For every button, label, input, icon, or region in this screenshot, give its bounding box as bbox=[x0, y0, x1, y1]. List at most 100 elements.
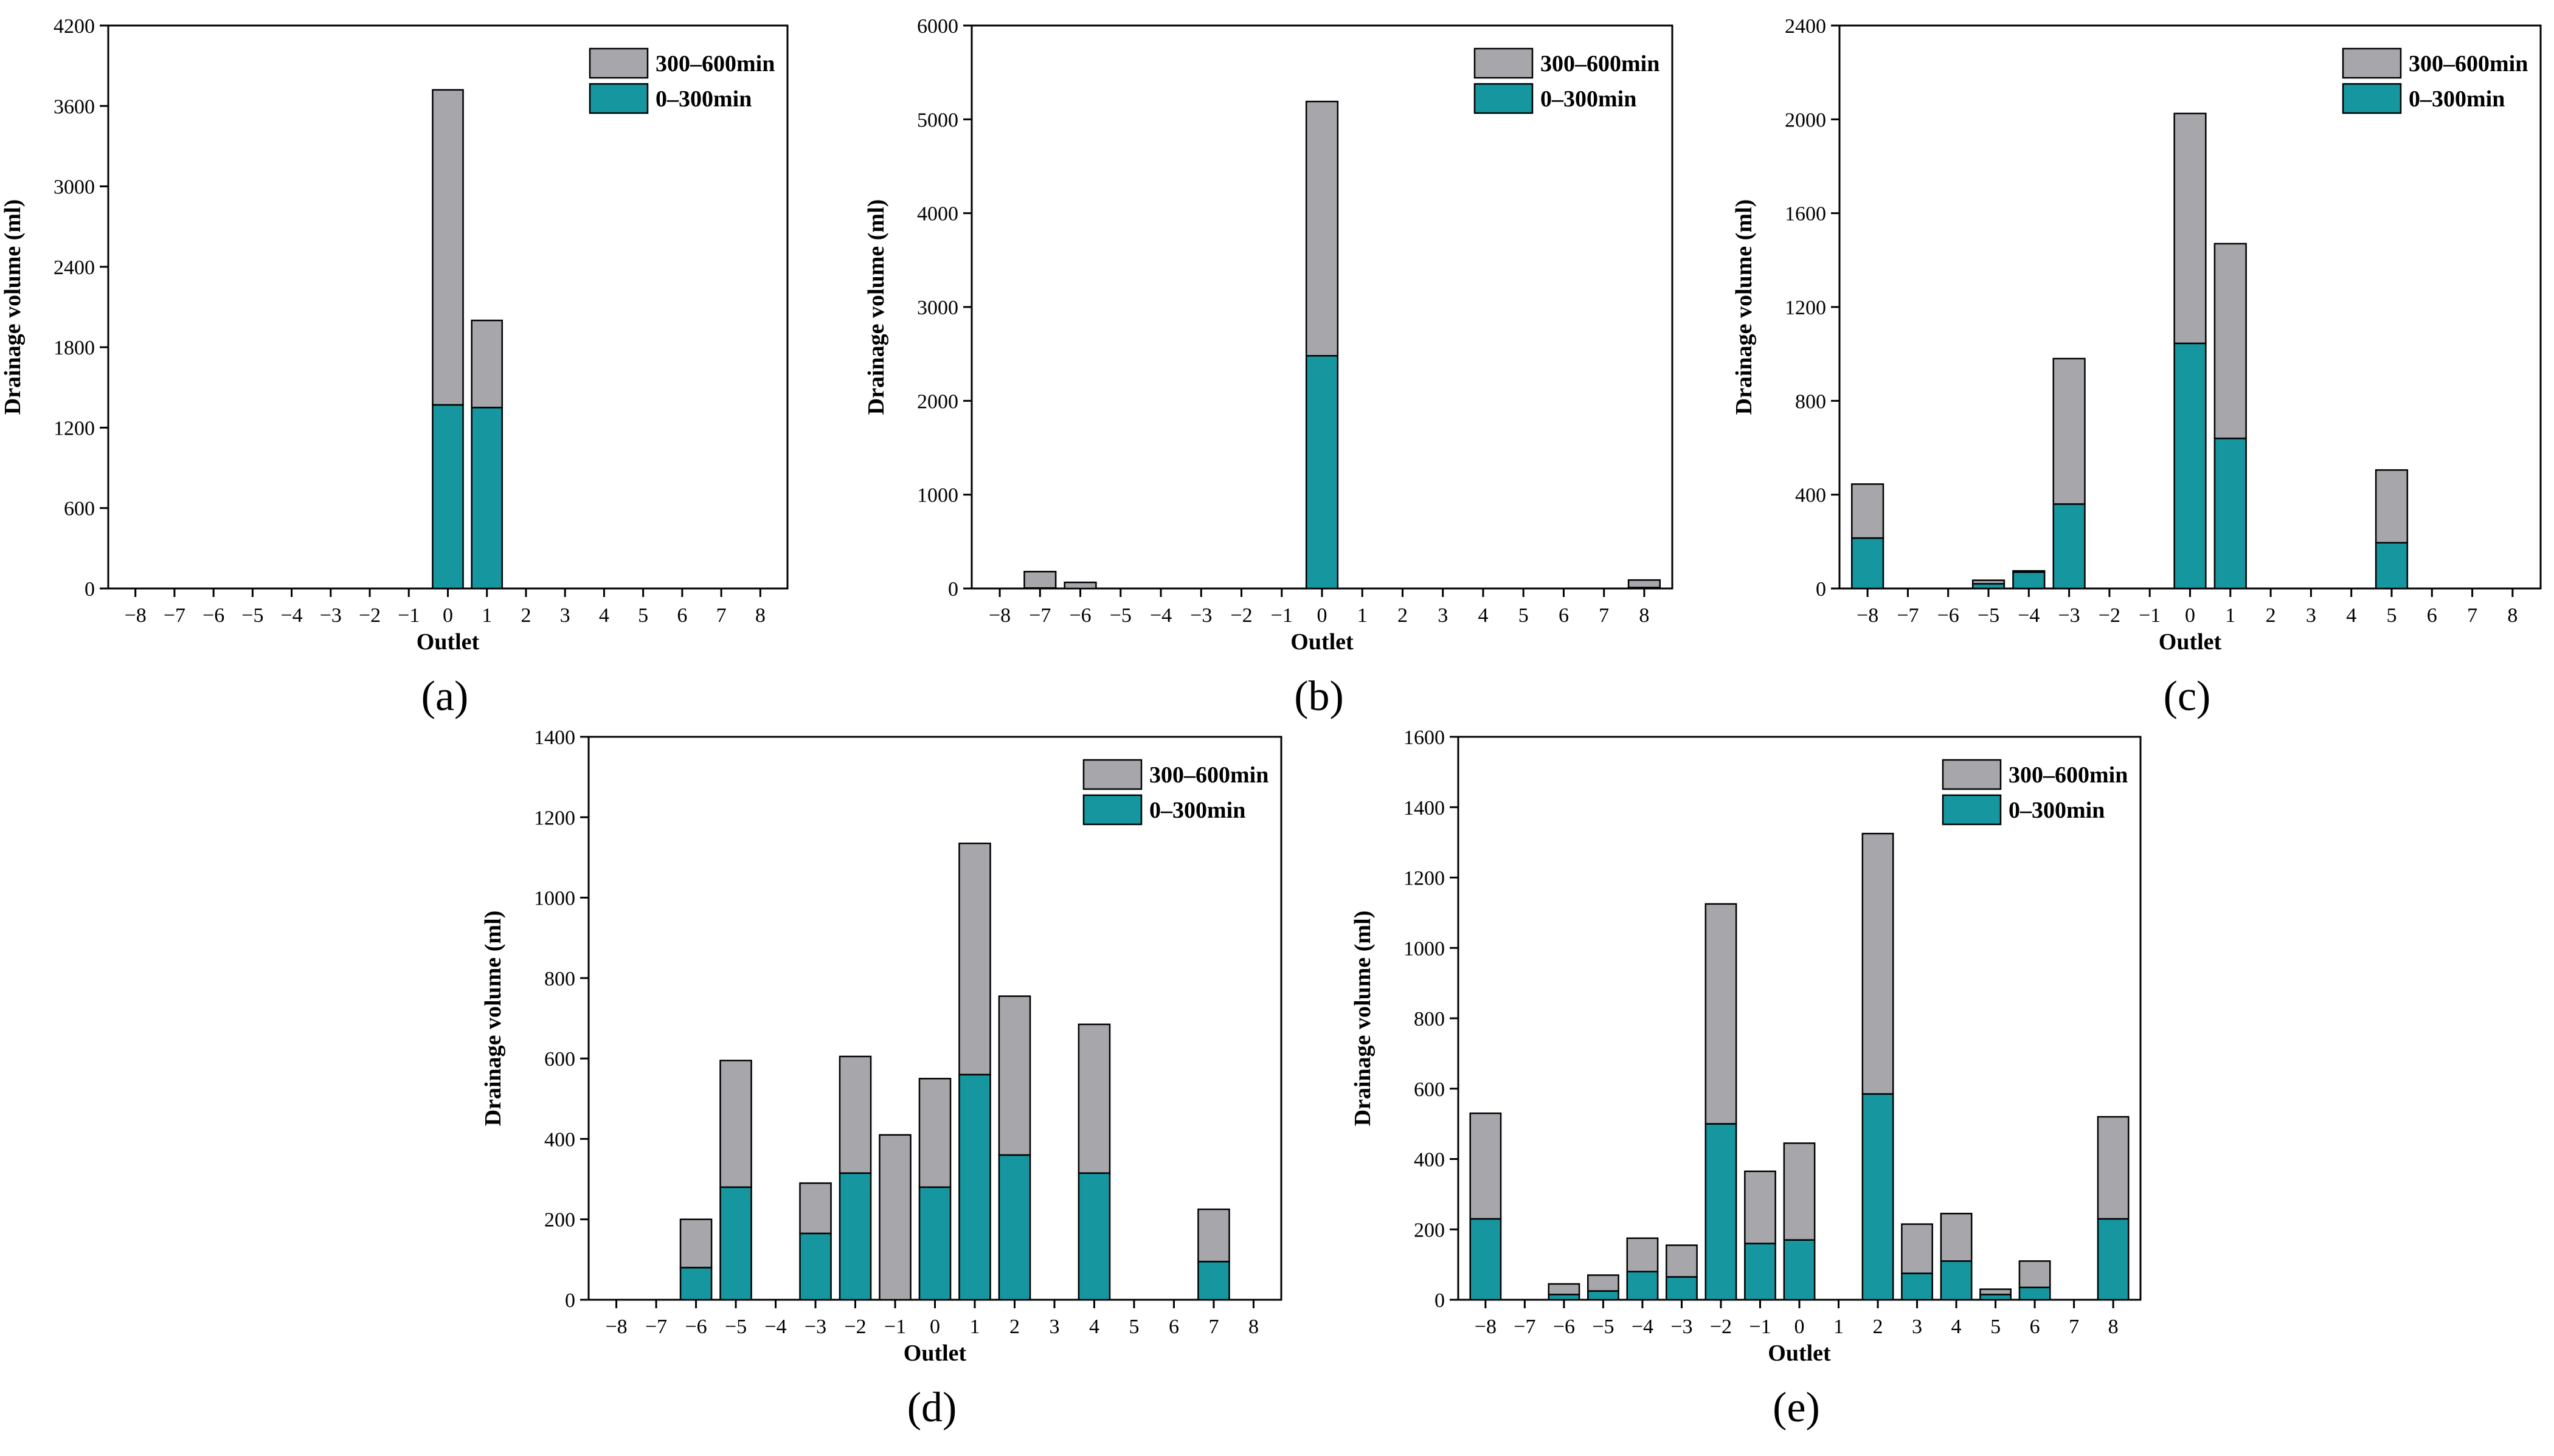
bar-300-600min bbox=[1744, 1170, 1776, 1244]
x-tick-label: −7 bbox=[164, 604, 185, 627]
bar-0-300min bbox=[1979, 1294, 2012, 1301]
legend-label-0-300min: 0–300min bbox=[2009, 798, 2105, 823]
y-tick-label: 2000 bbox=[917, 390, 958, 413]
y-tick-label: 1400 bbox=[534, 726, 575, 749]
y-tick-label: 5000 bbox=[917, 109, 958, 131]
bar-300-600min bbox=[1783, 1142, 1816, 1241]
x-tick-label: 0 bbox=[2185, 604, 2195, 627]
x-tick-label: 3 bbox=[1049, 1316, 1059, 1338]
bar-0-300min bbox=[2018, 1286, 2051, 1301]
x-tick-label: 5 bbox=[1129, 1316, 1139, 1338]
bar-0-300min bbox=[719, 1186, 752, 1301]
legend-swatch-0-300min bbox=[1082, 794, 1143, 826]
y-tick-label: 2400 bbox=[54, 257, 95, 279]
x-tick-label: −7 bbox=[1514, 1316, 1535, 1338]
x-tick-label: 4 bbox=[2346, 604, 2356, 627]
bar-0-300min bbox=[2012, 571, 2046, 590]
x-tick-label: −8 bbox=[1857, 604, 1878, 627]
x-tick-label: 6 bbox=[677, 604, 687, 627]
y-tick-label: 0 bbox=[1434, 1289, 1445, 1312]
legend-swatch-0-300min bbox=[1942, 794, 2002, 826]
x-tick-label: 3 bbox=[1912, 1316, 1922, 1338]
y-tick-label: 800 bbox=[1414, 1008, 1445, 1030]
x-tick-label: 6 bbox=[1559, 604, 1569, 627]
bar-300-600min bbox=[839, 1055, 872, 1174]
x-tick-label: 7 bbox=[1599, 604, 1609, 627]
x-tick-label: −7 bbox=[1897, 604, 1919, 627]
legend-swatch-300-600min bbox=[1473, 47, 1534, 79]
x-tick-label: 5 bbox=[1990, 1316, 2001, 1338]
y-tick-label: 1200 bbox=[534, 807, 575, 829]
x-axis-title: Outlet bbox=[1290, 629, 1354, 655]
legend-swatch-300-600min bbox=[1942, 759, 2002, 790]
bar-0-300min bbox=[1078, 1172, 1111, 1301]
legend-label-300-600min: 300–600min bbox=[2009, 762, 2128, 788]
x-tick-label: −6 bbox=[1553, 1316, 1575, 1338]
bar-300-600min bbox=[799, 1182, 832, 1235]
bar-300-600min bbox=[1548, 1283, 1580, 1296]
y-tick-label: 0 bbox=[1816, 578, 1826, 601]
bar-0-300min bbox=[1744, 1243, 1776, 1301]
legend-swatch-0-300min bbox=[1473, 83, 1534, 114]
bar-300-600min bbox=[1971, 579, 2005, 585]
bar-300-600min bbox=[1940, 1212, 1973, 1262]
panel-label: (b) bbox=[1294, 673, 1344, 720]
y-axis-title: Drainage volume (ml) bbox=[863, 199, 889, 415]
x-tick-label: 4 bbox=[1951, 1316, 1962, 1338]
x-tick-label: 7 bbox=[716, 604, 727, 627]
y-tick-label: 0 bbox=[85, 578, 95, 601]
bar-300-600min bbox=[1305, 100, 1339, 357]
y-tick-label: 2000 bbox=[1785, 109, 1826, 131]
y-tick-label: 600 bbox=[1414, 1078, 1445, 1101]
bar-0-300min bbox=[2097, 1218, 2130, 1301]
y-axis-title: Drainage volume (ml) bbox=[0, 199, 26, 415]
y-tick-label: 2400 bbox=[1785, 15, 1826, 38]
x-tick-label: 3 bbox=[1438, 604, 1448, 627]
x-tick-label: −6 bbox=[685, 1316, 707, 1338]
x-tick-label: −6 bbox=[1937, 604, 1959, 627]
bar-300-600min bbox=[1626, 1237, 1659, 1272]
y-tick-label: 1000 bbox=[534, 888, 575, 910]
x-tick-label: −2 bbox=[2099, 604, 2120, 627]
y-tick-label: 200 bbox=[544, 1209, 575, 1232]
x-tick-label: 6 bbox=[1169, 1316, 1179, 1338]
y-tick-label: 1600 bbox=[1403, 726, 1445, 749]
panel-label: (c) bbox=[2164, 673, 2211, 720]
x-tick-label: 1 bbox=[969, 1316, 980, 1338]
legend-label-0-300min: 0–300min bbox=[1540, 86, 1636, 112]
x-tick-label: 7 bbox=[2467, 604, 2477, 627]
x-tick-label: 7 bbox=[2069, 1316, 2079, 1338]
x-tick-label: −1 bbox=[1271, 604, 1293, 627]
bar-300-600min bbox=[1627, 579, 1661, 588]
bar-0-300min bbox=[918, 1186, 952, 1301]
chart-panel-d: 0 200 400 600 800 1000 1200 1400 −8 −7 −6 −5 −4 −3 −2−… bbox=[480, 726, 1282, 1431]
x-axis-title: Outlet bbox=[2159, 629, 2222, 655]
x-tick-label: 8 bbox=[755, 604, 766, 627]
x-tick-label: 2 bbox=[2266, 604, 2276, 627]
bar-0-300min bbox=[1197, 1260, 1230, 1301]
bar-300-600min bbox=[879, 1134, 912, 1301]
bar-300-600min bbox=[958, 843, 991, 1075]
bar-300-600min bbox=[1469, 1113, 1502, 1220]
legend-swatch-300-600min bbox=[589, 47, 649, 79]
legend-swatch-300-600min bbox=[2342, 47, 2402, 79]
x-tick-label: 4 bbox=[599, 604, 609, 627]
y-tick-label: 400 bbox=[1795, 485, 1826, 507]
legend-label-300-600min: 300–600min bbox=[1540, 51, 1659, 77]
x-tick-label: 1 bbox=[1357, 604, 1368, 627]
x-tick-label: 1 bbox=[1833, 1316, 1844, 1338]
x-tick-label: −8 bbox=[125, 604, 147, 627]
y-tick-label: 1200 bbox=[54, 417, 95, 440]
legend-label-0-300min: 0–300min bbox=[2409, 86, 2505, 112]
x-tick-label: 0 bbox=[930, 1316, 940, 1338]
bar-300-600min bbox=[1704, 903, 1737, 1125]
bar-0-300min bbox=[1548, 1294, 1580, 1301]
x-tick-label: 4 bbox=[1478, 604, 1488, 627]
y-tick-label: 800 bbox=[1795, 390, 1826, 413]
x-tick-label: −5 bbox=[241, 604, 263, 627]
y-tick-label: 200 bbox=[1414, 1219, 1445, 1241]
y-tick-label: 6000 bbox=[917, 15, 958, 38]
y-tick-label: 400 bbox=[544, 1128, 575, 1151]
y-tick-label: 3000 bbox=[54, 176, 95, 199]
